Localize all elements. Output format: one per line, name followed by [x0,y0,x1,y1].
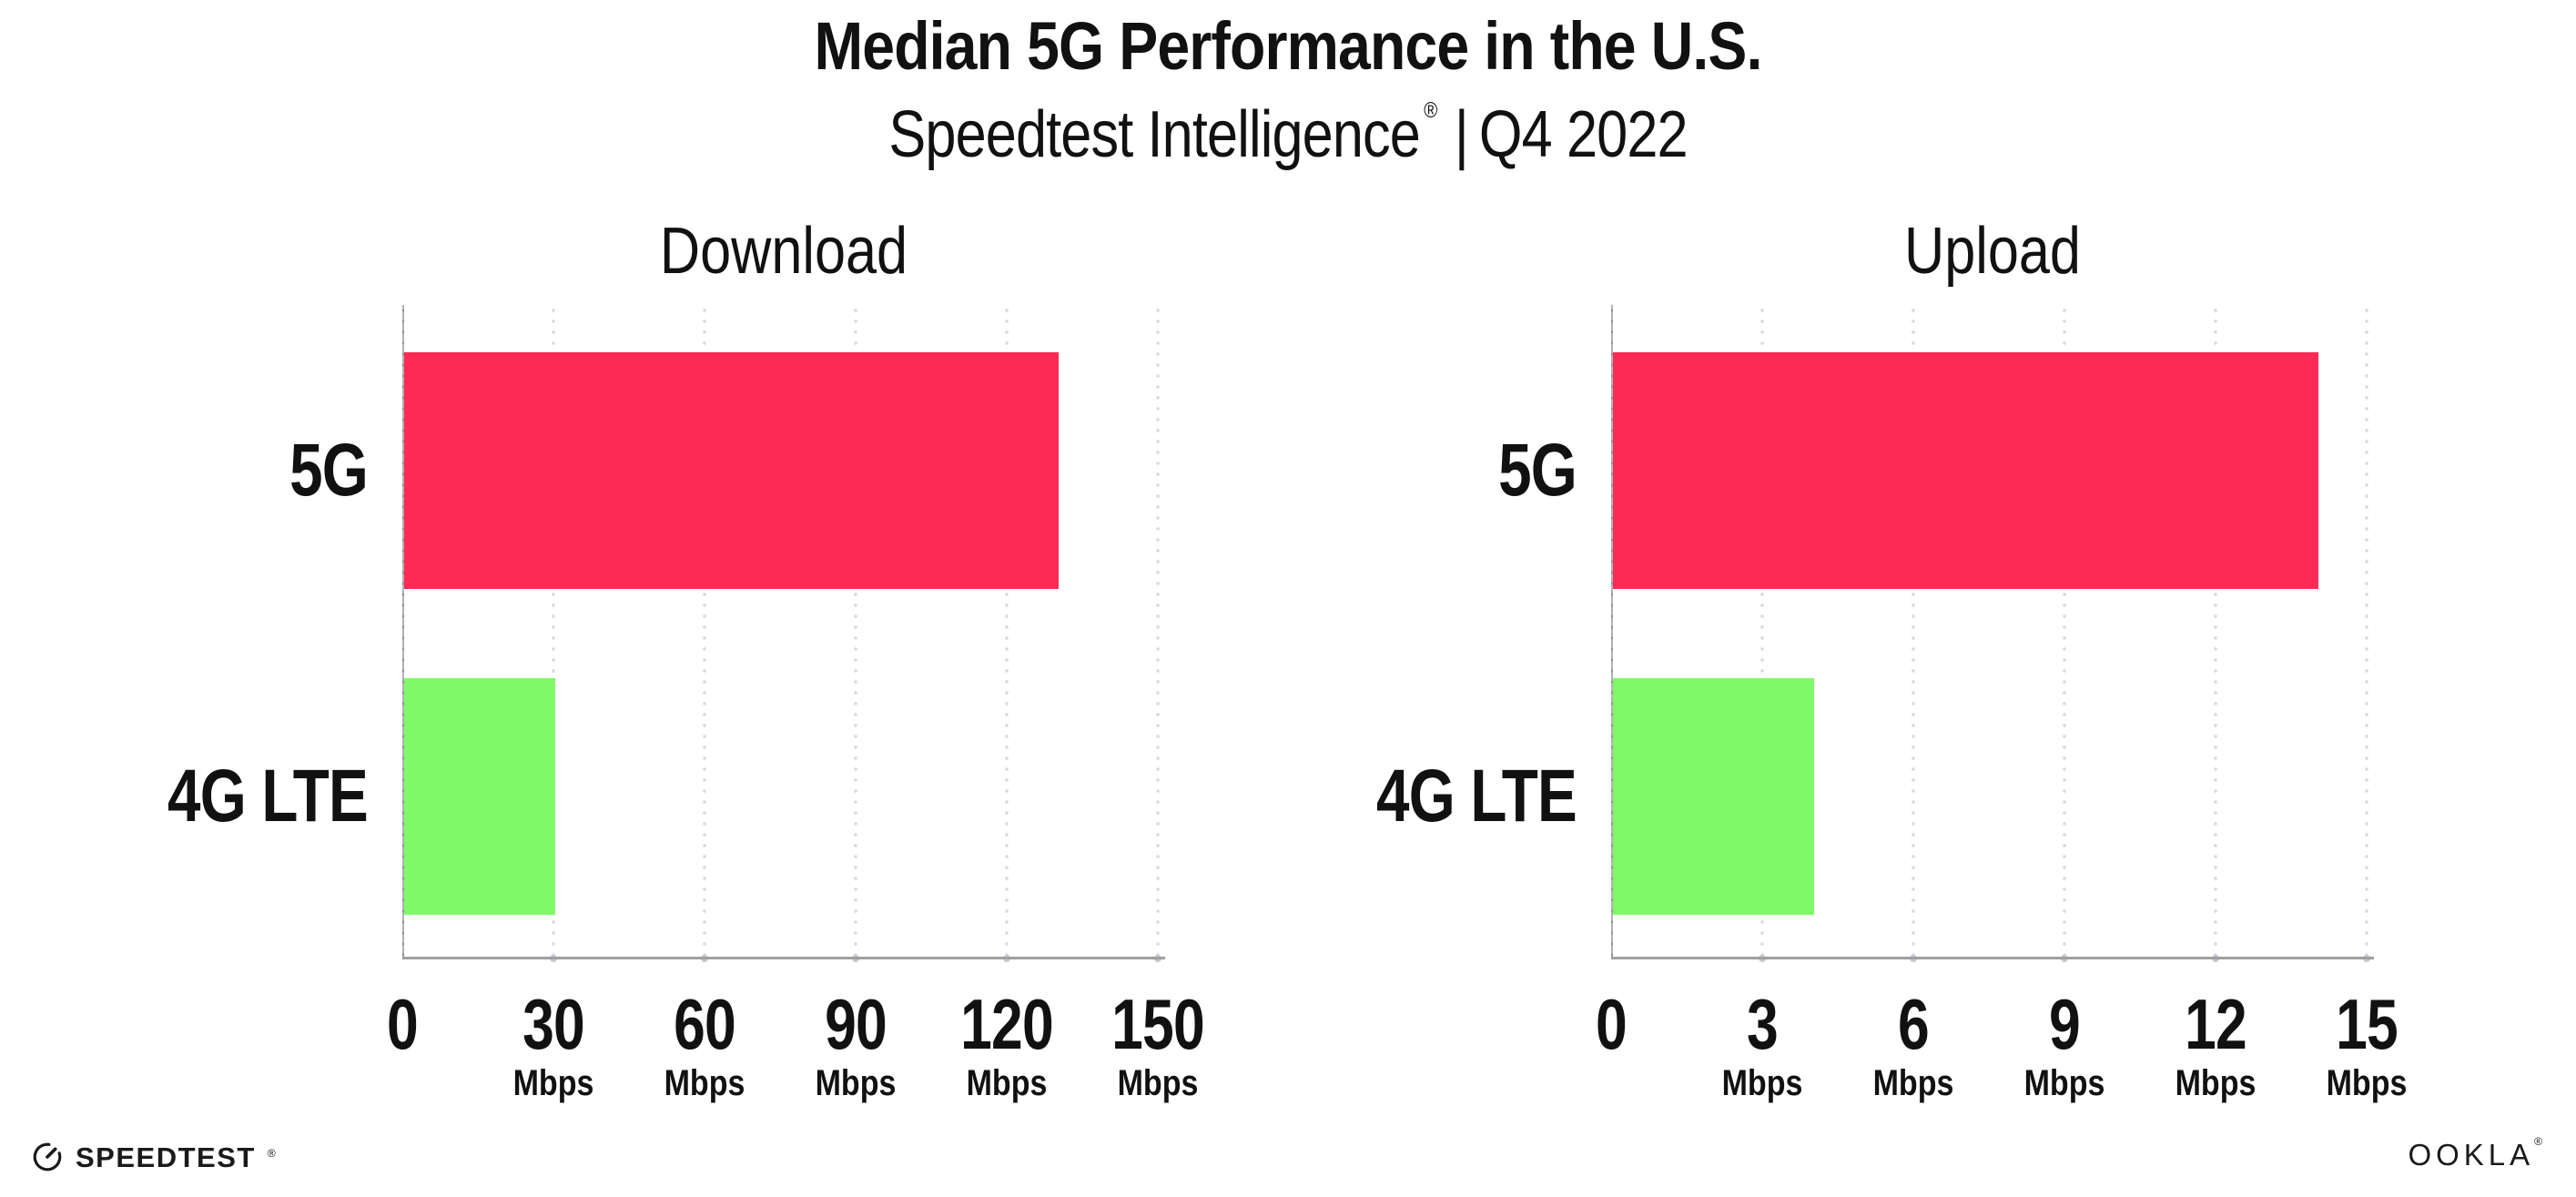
bar-4g-lte [404,678,555,915]
registered-trademark-icon: ® [1424,98,1438,123]
x-tick-value: 3 [1747,984,1779,1064]
download-chart-title: Download [659,215,908,288]
ookla-logo-text: OOKLA [2408,1138,2535,1172]
row-label-4g-lte: 4G LTE [167,755,369,837]
page-subtitle: Speedtest Intelligence ® | Q4 2022 [0,100,2576,168]
page-subtitle-text: Speedtest Intelligence ® | Q4 2022 [888,100,1688,168]
x-tick-unit: Mbps [1117,1063,1199,1103]
upload-plot-area: 5G 4G LTE [1376,305,2374,962]
x-tick-9: 9 Mbps [1964,989,2165,1101]
gridline-15 [2363,305,2370,962]
upload-x-axis: 0 3 Mbps 6 Mbps 9 Mbps 12 Mbps 15 Mbps [1596,989,2407,1116]
x-tick-unit: Mbps [664,1063,745,1103]
speedtest-logo-text: SPEEDTEST [76,1141,256,1173]
ookla-logo: OOKLA® [2408,1136,2547,1172]
x-tick-value: 15 [2336,984,2399,1064]
x-axis-line [1611,957,2374,959]
x-axis-line [402,957,1165,959]
x-tick-90: 90 Mbps [756,989,956,1101]
x-tick-120: 120 Mbps [907,989,1107,1101]
x-tick-6: 6 Mbps [1813,989,2013,1101]
x-tick-unit: Mbps [512,1063,594,1103]
x-tick-value: 120 [960,984,1054,1064]
x-tick-unit: Mbps [2023,1063,2105,1103]
x-tick-0: 0 [1511,989,1711,1060]
subtitle-period: Q4 2022 [1478,98,1689,171]
x-tick-unit: Mbps [2175,1063,2257,1103]
speedtest-registered-mark: ® [267,1147,276,1160]
upload-chart-title: Upload [1904,215,2081,288]
download-plot-area: 5G 4G LTE [167,305,1165,962]
x-tick-0: 0 [302,989,502,1060]
x-tick-value: 90 [825,984,887,1064]
bar-5g [404,352,1060,589]
x-tick-unit: Mbps [1872,1063,1954,1103]
subtitle-product: Speedtest Intelligence [888,98,1420,171]
page-title: Median 5G Performance in the U.S. [814,8,1763,84]
x-tick-3: 3 Mbps [1662,989,1862,1101]
gridline-150 [1154,305,1161,962]
x-tick-30: 30 Mbps [453,989,654,1101]
ookla-registered-mark: ® [2534,1135,2547,1148]
x-tick-60: 60 Mbps [604,989,805,1101]
speedtest-gauge-icon [33,1142,62,1172]
x-tick-value: 0 [387,984,419,1064]
x-tick-unit: Mbps [966,1063,1048,1103]
x-tick-value: 60 [674,984,736,1064]
upload-chart: Upload 5G 4G LTE 0 3 Mbps 6 Mbps 9 Mbps 12 Mbps 15… [1376,0,2407,1197]
x-tick-value: 0 [1596,984,1628,1064]
download-chart: Download 5G 4G LTE 0 30 Mbps 60 Mbps 90 Mbps 120… [167,0,1205,1197]
x-tick-150: 150 Mbps [1058,989,1258,1101]
x-tick-unit: Mbps [2326,1063,2408,1103]
x-tick-value: 9 [2049,984,2081,1064]
x-tick-unit: Mbps [1721,1063,1803,1103]
speedtest-logo: SPEEDTEST ® [31,1141,276,1173]
y-axis-line [1611,305,1613,959]
download-x-axis: 0 30 Mbps 60 Mbps 90 Mbps 120 Mbps 150 Mbps [387,989,1205,1116]
row-label-5g: 5G [289,429,369,512]
x-tick-value: 12 [2185,984,2247,1064]
x-tick-value: 30 [522,984,585,1064]
x-tick-value: 150 [1111,984,1205,1064]
x-tick-value: 6 [1898,984,1930,1064]
y-axis-line [402,305,404,959]
x-tick-12: 12 Mbps [2115,989,2316,1101]
bar-4g-lte [1613,678,1815,915]
x-tick-unit: Mbps [815,1063,897,1103]
x-tick-15: 15 Mbps [2267,989,2467,1101]
row-label-5g: 5G [1498,429,1577,512]
subtitle-divider: | [1454,98,1469,171]
row-label-4g-lte: 4G LTE [1376,755,1577,837]
bar-5g [1613,352,2318,589]
